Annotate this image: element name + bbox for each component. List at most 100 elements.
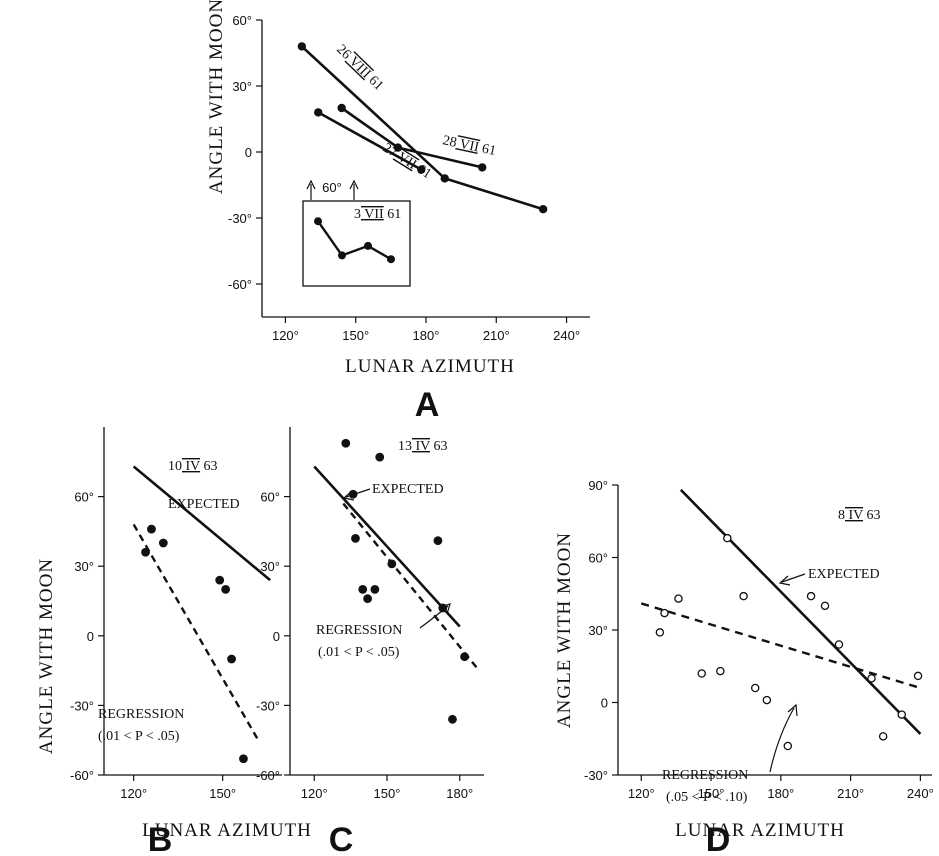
d-y-tick-label: 0 — [601, 696, 608, 711]
d-expected-label: EXPECTED — [808, 567, 880, 582]
c-data-point — [375, 452, 385, 462]
b-data-point — [221, 585, 231, 594]
c-data-point — [370, 585, 380, 594]
d-x-tick-label: 210° — [837, 786, 864, 801]
d-p-label: (.05 < P < .10) — [666, 790, 748, 805]
c-data-point — [358, 585, 368, 594]
d-data-point — [913, 671, 923, 681]
d-x-axis-title: LUNAR AZIMUTH — [675, 820, 845, 841]
a-series-point — [393, 143, 403, 152]
a-y-tick-label: 0 — [245, 145, 252, 160]
d-regression-line — [640, 602, 921, 690]
a-x-tick-label: 120° — [272, 328, 299, 343]
a-series-point — [297, 42, 307, 51]
b-y-tick-label: -30° — [70, 698, 94, 713]
d-data-point — [897, 710, 907, 719]
c-regression-pointer — [419, 605, 449, 629]
c-regression-label: REGRESSION — [316, 623, 402, 638]
a-inset-line — [317, 220, 392, 261]
d-x-tick-label: 120° — [628, 786, 655, 801]
d-expected-line — [679, 488, 922, 735]
a-x-tick-label: 210° — [483, 328, 510, 343]
b-y-tick-label: 60° — [74, 490, 94, 505]
a-series-point — [478, 163, 487, 172]
a-y-tick-label: 60° — [232, 13, 252, 28]
b-p-label: (.01 < P < .05) — [98, 729, 180, 744]
d-data-point — [820, 601, 830, 611]
a-series-point — [337, 103, 346, 113]
b-data-point — [227, 654, 236, 664]
bc-x-axis-title: LUNAR AZIMUTH — [142, 820, 312, 841]
panel-c: 60° 30° 0 -30° -60° 120° 150° 180° 13 IV 63 EXPEC… — [256, 427, 484, 856]
panel-letter-d: D — [706, 821, 731, 856]
b-y-tick-label: -60° — [70, 768, 94, 783]
c-x-tick-label: 180° — [446, 786, 473, 801]
b-expected-label: EXPECTED — [168, 497, 240, 512]
a-inset-arrow-head — [349, 179, 359, 190]
c-date-label: 13 IV 63 — [398, 439, 448, 454]
b-x-tick-label: 120° — [120, 786, 147, 801]
d-y-tick-label: -30° — [584, 768, 608, 783]
d-regression-label: REGRESSION — [662, 768, 748, 783]
b-data-point — [141, 547, 150, 557]
d-data-point — [806, 591, 816, 601]
a-series-label: 26 VIII 61 — [333, 42, 386, 94]
b-y-tick-label: 0 — [87, 629, 94, 644]
d-regression-pointer — [769, 707, 795, 773]
d-data-point — [723, 533, 732, 543]
a-inset-point — [338, 251, 346, 260]
d-data-point — [783, 741, 793, 751]
c-expected-line — [313, 465, 461, 628]
panel-letter-a: A — [415, 386, 440, 424]
d-data-point — [867, 674, 876, 683]
b-expected-line — [132, 465, 271, 582]
b-date-label: 10 IV 63 — [168, 459, 218, 474]
c-data-point — [448, 714, 457, 724]
a-series-point — [314, 108, 323, 117]
d-data-point — [750, 683, 760, 693]
b-data-point — [239, 754, 248, 764]
c-y-tick-label: 60° — [260, 490, 280, 505]
d-regression-pointer-head — [787, 703, 798, 717]
a-y-tick-label: 30° — [232, 79, 252, 94]
a-x-tick-label: 180° — [413, 328, 440, 343]
c-data-point — [460, 652, 469, 662]
bc-y-axis-title: ANGLE WITH MOON — [36, 558, 57, 754]
d-data-point — [878, 732, 888, 741]
d-expected-pointer — [781, 573, 806, 583]
d-data-point — [762, 695, 772, 705]
a-x-tick-label: 150° — [342, 328, 369, 343]
shared-labels: LUNAR AZIMUTH ANGLE WITH MOON — [36, 558, 312, 841]
a-series-label: 28 VII 61 — [441, 133, 497, 159]
a-series-point — [440, 174, 449, 183]
d-x-tick-label: 150° — [698, 786, 725, 801]
b-regression-line — [132, 523, 260, 741]
c-regression-pointer-head — [439, 603, 451, 615]
d-data-point — [697, 669, 706, 678]
d-y-tick-label: 30° — [588, 623, 608, 638]
d-data-point — [674, 594, 683, 603]
c-p-label: (.01 < P < .05) — [318, 645, 400, 660]
c-data-point — [387, 559, 397, 569]
c-y-tick-label: -60° — [256, 768, 280, 783]
a-inset-marker-label: 60° — [322, 180, 342, 195]
a-inset-arrow-head — [306, 179, 316, 190]
panel-letter-b: B — [148, 821, 173, 856]
a-inset-point — [387, 255, 395, 264]
a-x-axis-title: LUNAR AZIMUTH — [345, 356, 515, 377]
d-y-axis-title: ANGLE WITH MOON — [554, 532, 575, 728]
c-y-tick-label: 0 — [273, 629, 280, 644]
c-x-tick-label: 150° — [374, 786, 401, 801]
c-expected-pointer-head — [342, 490, 355, 501]
d-data-point — [834, 640, 844, 649]
panel-b: 60° 30° 0 -30° -60° 120° 150° 10 IV 63 EXPECTED R… — [70, 427, 282, 856]
c-x-tick-label: 120° — [301, 786, 328, 801]
panel-letter-c: C — [329, 821, 354, 856]
d-data-point — [660, 608, 669, 618]
d-y-tick-label: 90° — [588, 478, 608, 493]
d-date-label: 8 IV 63 — [838, 508, 881, 523]
d-data-point — [655, 628, 665, 637]
a-y-tick-label: -60° — [228, 277, 252, 292]
a-series-point — [417, 165, 426, 174]
panel-a: 60° 30° 0 -30° -60° 120° 150° 180° 210° 240° 26 VI… — [206, 0, 590, 424]
